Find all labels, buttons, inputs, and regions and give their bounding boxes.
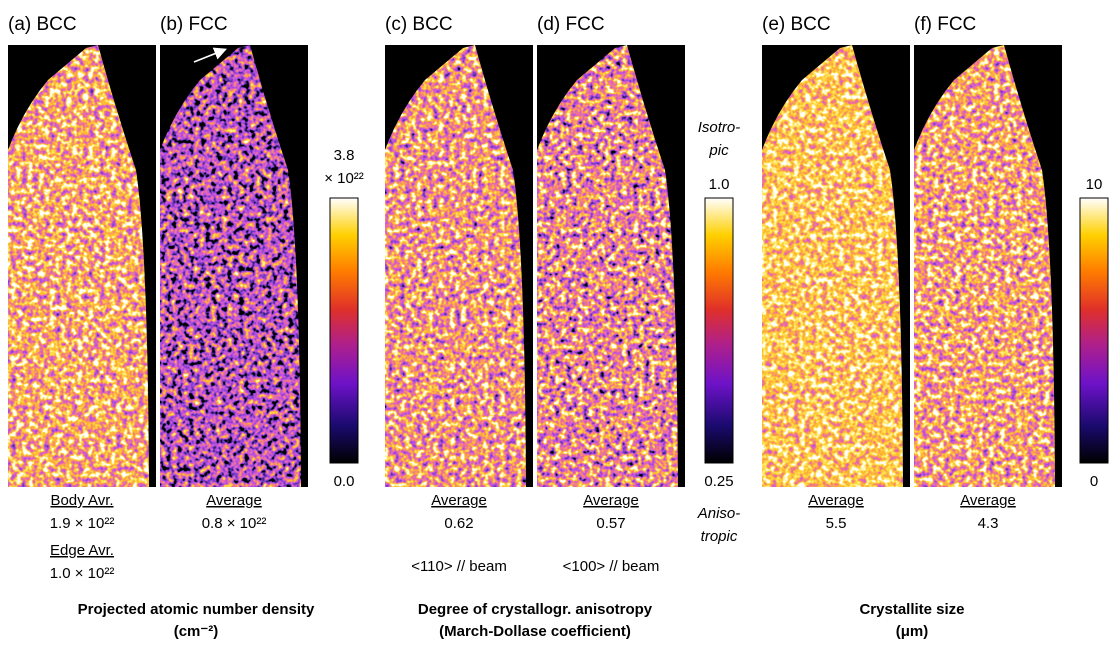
panel-label: (f) FCC [914, 14, 976, 35]
stat-value: 1.0 × 10²² [50, 565, 115, 582]
colorbar-min: 0 [1090, 473, 1098, 490]
group-unit: (cm⁻²) [174, 623, 219, 640]
orientation-note: <100> // beam [563, 558, 660, 575]
stat-value: 0.8 × 10²² [202, 515, 267, 532]
stat-heading: Average [431, 492, 487, 509]
colorbar-note: tropic [701, 528, 738, 545]
group-title: Crystallite size [859, 601, 964, 618]
panel-label: (d) FCC [537, 14, 605, 35]
colorbar-max: 3.8 [334, 147, 355, 164]
colorbar-min: 0.25 [704, 473, 733, 490]
colorbar-note: Isotro- [698, 119, 741, 136]
group-title: Projected atomic number density [78, 601, 315, 618]
colorbar [705, 198, 733, 463]
colorbar-note: Aniso- [697, 505, 741, 522]
group-title: Degree of crystallogr. anisotropy [418, 601, 653, 618]
colorbar-min: 0.0 [334, 473, 355, 490]
colorbar [330, 198, 358, 463]
stat-value: 0.57 [596, 515, 625, 532]
group-unit: (μm) [896, 623, 929, 640]
stat-heading: Edge Avr. [50, 542, 114, 559]
stat-heading: Average [960, 492, 1016, 509]
colorbar-max: 1.0 [709, 176, 730, 193]
colorbar-note: pic [708, 142, 729, 159]
stat-heading: Body Avr. [50, 492, 113, 509]
stat-value: 0.62 [444, 515, 473, 532]
colorbar-unit: × 10²² [324, 170, 364, 187]
stat-heading: Average [583, 492, 639, 509]
stat-heading: Average [206, 492, 262, 509]
stat-value: 4.3 [978, 515, 999, 532]
orientation-note: <110> // beam [411, 558, 507, 575]
stat-heading: Average [808, 492, 864, 509]
stat-value: 1.9 × 10²² [50, 515, 115, 532]
panel-label: (e) BCC [762, 14, 831, 35]
panel-label: (a) BCC [8, 14, 77, 35]
panel-label: (b) FCC [160, 14, 228, 35]
group-unit: (March-Dollase coefficient) [439, 623, 631, 640]
colorbar-max: 10 [1086, 176, 1103, 193]
colorbar [1080, 198, 1108, 463]
stat-value: 5.5 [826, 515, 847, 532]
panel-label: (c) BCC [385, 14, 453, 35]
figure: (a) BCC Body Avr. 1.9 × 10²² Edge Avr. 1.0 ×… [0, 0, 1110, 647]
